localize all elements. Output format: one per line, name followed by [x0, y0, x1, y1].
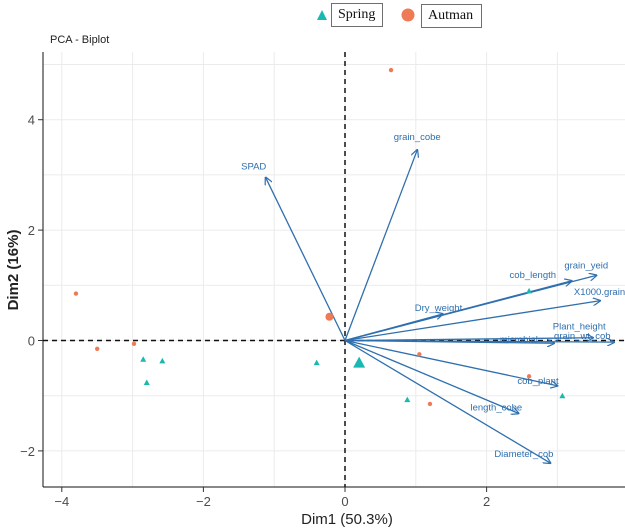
arrow-length_cobe: [344, 339, 518, 414]
observation-points: [73, 67, 566, 407]
arrow-x1000.grain: [344, 301, 600, 342]
arrow-grain_wt_cob: [344, 341, 614, 343]
y-tick-label: 2: [28, 223, 35, 238]
axes: −4 −2 0 2 −2 0 2 4: [20, 52, 625, 509]
arrow-diameter_cob: [344, 339, 550, 464]
x-tick-label: −2: [196, 494, 211, 509]
autman-point: [417, 352, 422, 357]
label-cob_length: cob_length: [510, 270, 556, 281]
spring-point: [559, 392, 566, 399]
x-tick-label: 0: [341, 494, 348, 509]
x-tick-label: 2: [483, 494, 490, 509]
label-x1000.grain: X1000.grain: [574, 287, 625, 298]
spring-centroid: [353, 356, 366, 368]
autman-point: [388, 67, 394, 73]
arrow-cob_plant: [344, 339, 557, 386]
spring-point: [404, 396, 411, 403]
autman-point: [526, 374, 532, 379]
arrow-grain_cobe: [344, 150, 417, 341]
label-plant_height: Plant_height: [553, 322, 606, 333]
autman-point: [131, 341, 137, 347]
y-tick-label: 4: [28, 113, 35, 128]
x-axis-title: Dim1 (50.3%): [301, 511, 393, 528]
reference-lines: [43, 52, 625, 487]
autman-centroid: [325, 312, 334, 321]
arrow-plant_height: [344, 338, 593, 341]
legend-item-autman: Autman: [421, 4, 482, 28]
label-grain_wt_cob: grain_wt_cob: [554, 331, 611, 342]
label-length_cobe: length_cobe: [470, 402, 522, 413]
label-grain_yeid: grain_yeid: [564, 260, 608, 271]
label-grain_cobe: grain_cobe: [394, 132, 441, 143]
y-tick-label: −2: [20, 444, 35, 459]
autman-legend-icon: [401, 8, 415, 22]
x-tick-label: −4: [54, 494, 69, 509]
arrow-dry_weight: [344, 314, 443, 342]
label-cob_plant: cob_plant: [517, 376, 559, 387]
arrow-spad: [266, 178, 346, 341]
autman-point: [73, 291, 79, 296]
y-axis-title: Dim2 (16%): [5, 230, 22, 311]
spring-legend-icon: [317, 10, 327, 20]
y-tick-label: 0: [28, 334, 35, 349]
label-dry_weight: Dry_weight: [415, 303, 463, 314]
autman-point: [427, 401, 433, 407]
label-microbial: microbial: [500, 334, 538, 345]
plot-title: PCA - Biplot: [50, 34, 110, 46]
autman-point: [95, 346, 100, 351]
legend-item-spring: Spring: [331, 3, 383, 27]
variable-arrows: SPAD grain_cobe cob_length grain_yeid X1000.…: [241, 132, 625, 463]
spring-point: [143, 379, 150, 385]
spring-point: [159, 357, 166, 364]
spring-point: [313, 359, 320, 366]
label-diameter_cob: Diameter_cob: [494, 449, 553, 460]
spring-point: [140, 356, 147, 362]
spring-point: [526, 287, 533, 294]
label-spad: SPAD: [241, 162, 266, 173]
